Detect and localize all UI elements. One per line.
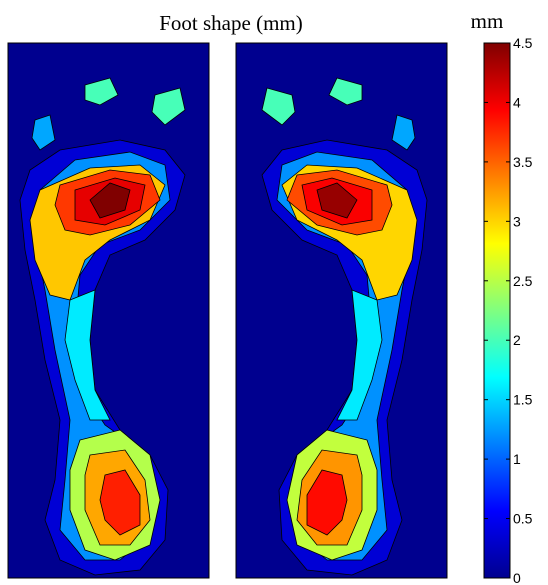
right-foot-contour <box>391 114 416 151</box>
right-foot-contour <box>306 469 348 536</box>
right-foot-contour <box>328 77 363 106</box>
right-foot-contour <box>261 87 296 126</box>
left-foot-contour <box>64 289 111 421</box>
colorbar: mm 0 0.5 1 1.5 2 2.5 3 3.5 4 4.5 <box>471 9 533 585</box>
colorbar-tick-label: 4.5 <box>513 35 533 51</box>
left-foot-contour <box>31 114 56 151</box>
right-foot-contour <box>336 289 383 421</box>
colorbar-tick-label: 1.5 <box>513 392 533 408</box>
plot-panel-left <box>7 42 210 579</box>
colorbar-tick-label: 3 <box>513 213 521 229</box>
left-foot-contour <box>84 77 119 106</box>
right-foot-contour <box>316 182 358 219</box>
colorbar-tick-label: 4 <box>513 94 521 110</box>
plot-panel-right <box>235 42 448 579</box>
colorbar-label: mm <box>471 9 504 33</box>
chart-title: Foot shape (mm) <box>159 11 302 35</box>
colorbar-scale <box>483 42 511 579</box>
colorbar-tick-label: 0 <box>513 570 521 585</box>
left-foot-contour <box>99 469 141 536</box>
colorbar-tick-label: 0.5 <box>513 511 533 527</box>
colorbar-tick-label: 2 <box>513 332 521 348</box>
left-foot-contour <box>89 182 131 219</box>
colorbar-tick-label: 2.5 <box>513 273 533 289</box>
colorbar-tick-label: 1 <box>513 451 521 467</box>
left-foot-contour <box>151 87 186 126</box>
colorbar-tick-label: 3.5 <box>513 154 533 170</box>
